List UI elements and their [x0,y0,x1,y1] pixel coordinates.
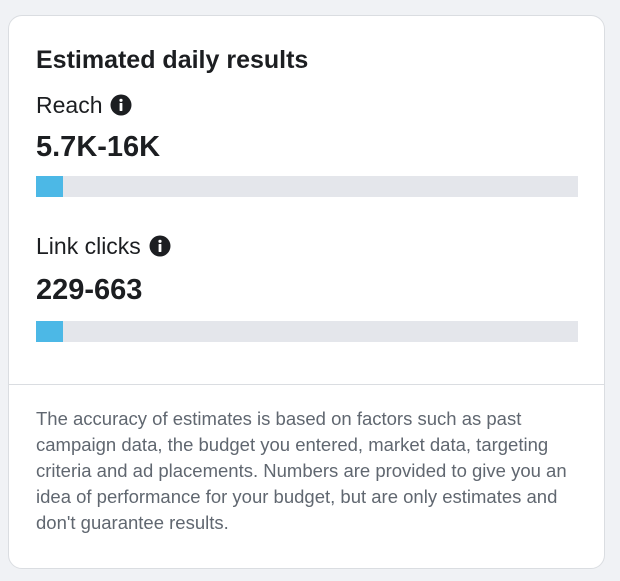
reach-estimate-bar [36,176,578,197]
metric-reach: Reach 5.7K-16K [36,90,578,197]
metric-link-clicks: Link clicks 229-663 [36,231,578,342]
card-content: Estimated daily results Reach 5.7K-16K [9,16,604,342]
estimates-disclaimer: The accuracy of estimates is based on fa… [36,408,567,533]
metric-value-reach: 5.7K-16K [36,131,161,163]
estimated-daily-results-card: Estimated daily results Reach 5.7K-16K [8,15,605,569]
link-clicks-estimate-bar [36,321,578,342]
card-title: Estimated daily results [36,46,309,74]
metric-label-row: Reach [36,90,577,120]
metric-value-link-clicks: 229-663 [36,274,143,306]
metric-label-link-clicks: Link clicks [36,232,141,259]
reach-estimate-bar-fill [36,176,64,197]
metric-label-row: Link clicks [36,231,577,261]
info-icon[interactable] [110,94,132,116]
link-clicks-estimate-bar-fill [36,321,64,342]
divider [9,384,604,385]
info-icon[interactable] [149,235,171,257]
metric-label-reach: Reach [36,91,103,118]
